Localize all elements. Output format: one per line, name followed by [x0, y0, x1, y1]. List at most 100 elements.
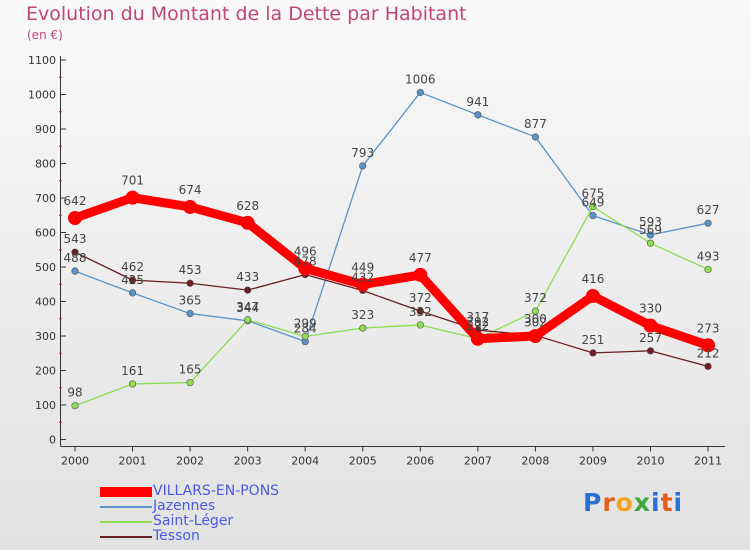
data-label: 212: [697, 346, 720, 360]
data-label: 317: [466, 310, 489, 324]
x-tick-label: 2003: [234, 455, 262, 468]
data-point: [68, 211, 82, 226]
x-tick-label: 2009: [579, 455, 607, 468]
data-label: 273: [697, 321, 720, 335]
data-point: [71, 248, 79, 256]
brand-letter: r: [602, 488, 616, 517]
data-label: 425: [121, 273, 144, 287]
data-label: 251: [581, 333, 604, 347]
data-label: 674: [179, 183, 202, 197]
legend-label: Saint-Léger: [153, 513, 234, 529]
data-label: 642: [64, 194, 87, 208]
data-point: [704, 362, 712, 370]
data-label: 675: [581, 187, 604, 201]
data-label: 701: [121, 174, 144, 188]
data-label: 365: [179, 294, 202, 308]
data-point: [128, 289, 137, 297]
data-point: [359, 162, 367, 170]
data-label: 543: [64, 232, 87, 246]
brand-letter: i: [673, 488, 684, 517]
x-tick-label: 2002: [176, 455, 204, 468]
data-label: 300: [524, 312, 547, 326]
data-label: 347: [236, 300, 259, 314]
x-tick-label: 2004: [291, 455, 319, 468]
data-point: [71, 402, 79, 410]
data-point: [646, 231, 655, 239]
y-tick-label: 0: [49, 434, 56, 447]
data-label: 1006: [405, 72, 436, 86]
series-line: [74, 251, 709, 368]
data-point: [416, 307, 424, 315]
data-label: 292: [466, 319, 489, 333]
data-label: 416: [581, 272, 604, 286]
legend-swatch: [100, 487, 152, 497]
series-line: [74, 91, 709, 343]
data-label: 284: [294, 322, 317, 336]
data-point: [646, 347, 655, 355]
brand-letter: o: [615, 488, 634, 517]
data-point: [701, 338, 716, 353]
data-label: 493: [697, 249, 720, 263]
data-point: [244, 316, 252, 324]
data-label: 98: [67, 386, 82, 400]
x-tick-label: 2000: [61, 455, 89, 468]
data-point: [71, 267, 79, 275]
x-tick-label: 2007: [464, 455, 492, 468]
data-point: [416, 321, 424, 329]
y-tick-label: 900: [35, 123, 56, 136]
data-label: 161: [121, 364, 144, 378]
data-label: 299: [294, 316, 317, 330]
data-point: [531, 307, 540, 315]
data-label: 433: [236, 270, 259, 284]
y-tick-label: 200: [35, 365, 56, 378]
data-label: 477: [409, 251, 432, 265]
data-point: [704, 265, 712, 274]
data-point: [585, 288, 600, 303]
x-tick-label: 2011: [694, 455, 722, 468]
data-label: 462: [121, 260, 144, 274]
data-label: 453: [179, 263, 202, 277]
brand-letter: i: [651, 488, 661, 517]
legend-swatch: [100, 506, 152, 508]
data-label: 165: [179, 363, 202, 377]
y-tick-label: 800: [35, 158, 56, 171]
data-point: [183, 199, 198, 214]
data-label: 793: [351, 146, 374, 160]
data-point: [186, 309, 194, 318]
data-label: 877: [524, 117, 547, 131]
legend-label: VILLARS-EN-PONS: [153, 483, 280, 499]
y-tick-label: 500: [35, 261, 56, 274]
data-label: 330: [639, 302, 662, 316]
data-point: [416, 88, 424, 97]
data-label: 302: [524, 315, 547, 329]
data-point: [470, 331, 485, 346]
data-point: [244, 286, 252, 294]
data-label: 449: [351, 261, 374, 275]
legend-label: Tesson: [153, 528, 200, 544]
data-label: 478: [294, 255, 317, 269]
data-point: [355, 277, 370, 292]
legend-swatch: [100, 521, 152, 523]
series-line: [74, 205, 709, 407]
data-label: 432: [351, 270, 374, 284]
brand-logo: Proxiti: [583, 488, 683, 517]
data-point: [474, 111, 482, 119]
data-label: 941: [466, 95, 489, 109]
data-label: 488: [64, 251, 87, 265]
data-point: [240, 215, 255, 230]
brand-letter: x: [633, 488, 651, 517]
data-label: 372: [409, 291, 432, 305]
data-label: 292: [466, 315, 489, 329]
data-label: 569: [639, 223, 662, 237]
x-tick-label: 2006: [406, 455, 434, 468]
data-point: [704, 219, 712, 227]
brand-letter: P: [583, 488, 603, 517]
x-tick-label: 2010: [637, 455, 665, 468]
data-point: [589, 349, 597, 357]
y-tick-label: 600: [35, 227, 56, 240]
y-tick-label: 1000: [28, 89, 56, 102]
x-tick-label: 2001: [119, 455, 147, 468]
brand-letter: t: [660, 488, 674, 517]
data-point: [301, 332, 309, 340]
